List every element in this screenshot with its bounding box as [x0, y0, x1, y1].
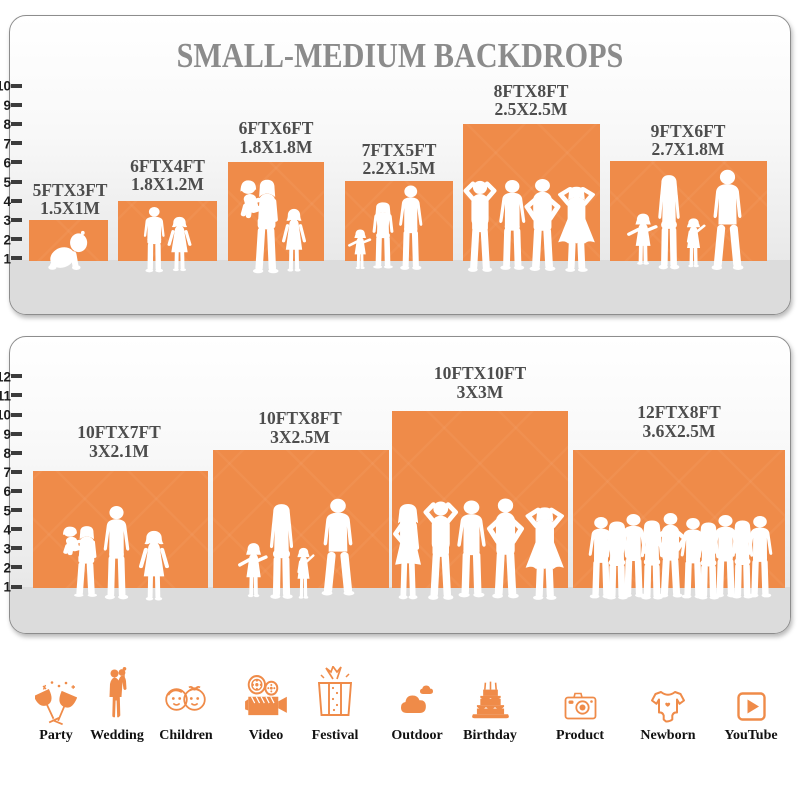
svg-text:5: 5: [3, 175, 11, 190]
svg-text:3: 3: [3, 542, 11, 557]
svg-text:8: 8: [3, 117, 11, 132]
svg-text:3: 3: [3, 213, 11, 228]
svg-text:10: 10: [0, 79, 11, 94]
svg-text:1: 1: [3, 252, 11, 267]
svg-text:9: 9: [3, 427, 11, 442]
svg-text:11: 11: [0, 389, 11, 404]
svg-text:8: 8: [3, 446, 11, 461]
svg-text:6: 6: [3, 484, 11, 499]
svg-text:10: 10: [0, 408, 11, 423]
svg-text:4: 4: [3, 522, 11, 537]
svg-text:7: 7: [3, 136, 11, 151]
svg-text:12: 12: [0, 370, 11, 385]
svg-text:5: 5: [3, 503, 11, 518]
svg-text:2: 2: [3, 232, 11, 247]
svg-text:4: 4: [3, 194, 11, 209]
svg-text:6: 6: [3, 156, 11, 171]
svg-text:1: 1: [3, 580, 11, 595]
svg-text:2: 2: [3, 561, 11, 576]
svg-text:7: 7: [3, 465, 11, 480]
svg-text:9: 9: [3, 98, 11, 113]
